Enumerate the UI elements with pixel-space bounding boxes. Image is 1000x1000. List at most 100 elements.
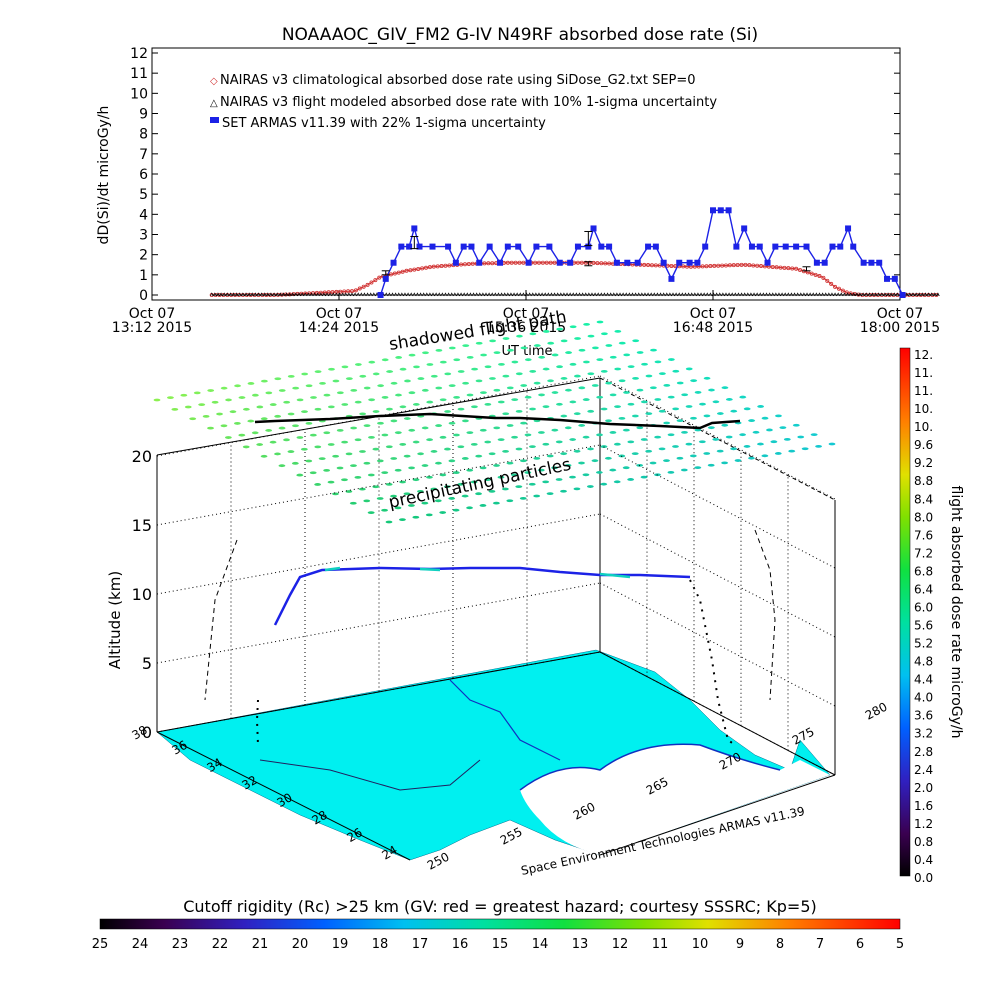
armas-marker <box>598 243 605 250</box>
precip-dot <box>488 489 496 493</box>
precip-dot <box>471 367 479 371</box>
precip-dot <box>533 381 541 385</box>
precip-dot <box>725 435 733 439</box>
clim-marker <box>770 264 775 269</box>
precip-dot <box>448 421 456 425</box>
precip-dot <box>225 398 232 402</box>
precip-dot <box>757 405 765 408</box>
armas-marker <box>850 243 857 250</box>
armas-marker <box>868 259 875 266</box>
armas-marker <box>668 275 675 282</box>
precip-dot <box>613 480 621 484</box>
flight-marker <box>487 292 491 297</box>
clim-marker <box>521 260 526 265</box>
precip-dot <box>242 407 250 411</box>
precip-dot <box>403 454 411 458</box>
flight-marker <box>449 292 454 297</box>
precip-dot <box>538 355 546 359</box>
precip-dot <box>189 417 197 421</box>
flight-marker <box>599 292 604 297</box>
armas-marker <box>717 207 724 214</box>
y-tick-label: 7 <box>139 147 148 163</box>
flight-marker <box>250 292 255 297</box>
precip-dot <box>591 384 599 387</box>
precip-dot <box>658 447 666 451</box>
flight-marker <box>624 292 629 297</box>
series-layer <box>209 207 940 298</box>
precip-dot <box>542 405 550 409</box>
precip-dot <box>336 466 344 470</box>
precip-dot <box>462 344 470 348</box>
precip-dot <box>556 402 563 406</box>
precip-dot <box>251 393 259 397</box>
precip-dot <box>547 379 554 383</box>
precip-dot <box>278 464 286 468</box>
precip-dot <box>390 419 398 423</box>
precip-dot <box>439 360 447 364</box>
flight-marker <box>453 292 457 297</box>
clim-marker <box>544 260 549 265</box>
right-colorbar: 12. 11. 11. 10. 10. 9.6 9.2 8.8 8.4 8.0 7.6 7.2 6.8 6… <box>899 347 964 885</box>
flight-marker <box>337 292 342 297</box>
right-colorbar-tick: 1.6 <box>914 799 933 813</box>
precip-dot <box>502 412 510 416</box>
armas-marker <box>756 243 763 250</box>
clim-marker <box>575 260 580 265</box>
precip-dot <box>309 433 317 437</box>
clim-marker <box>595 261 600 266</box>
precip-dot <box>403 492 411 496</box>
precip-dot <box>323 393 331 397</box>
precip-dot <box>493 464 500 467</box>
flight-marker <box>315 292 320 297</box>
precip-dot <box>479 504 487 507</box>
precip-dot <box>569 475 576 479</box>
flight-marker <box>711 292 716 297</box>
clim-marker <box>778 265 783 270</box>
precip-dot <box>435 348 443 352</box>
flight-marker <box>396 292 401 297</box>
z-gridline-right <box>599 513 836 638</box>
x-tick-label-time: 18:00 2015 <box>860 320 940 336</box>
precip-dot <box>775 414 782 418</box>
clim-marker <box>536 260 541 265</box>
precip-dot <box>251 431 259 435</box>
precip-dot <box>515 447 523 451</box>
flight-marker <box>543 292 547 297</box>
precip-dot <box>707 426 715 430</box>
precip-dot <box>623 391 630 394</box>
precip-dot <box>721 461 729 465</box>
clim-marker <box>723 263 728 268</box>
flight-marker <box>755 292 759 297</box>
precip-dot <box>376 497 384 500</box>
lat-tick-label: 36 <box>170 738 190 758</box>
precip-dot <box>216 412 223 416</box>
flight-marker <box>736 292 741 297</box>
flight-marker <box>742 292 747 297</box>
clim-marker <box>373 278 378 283</box>
precip-dot <box>484 440 492 444</box>
precip-dot <box>605 419 612 423</box>
precip-dot <box>220 424 228 428</box>
flight-marker <box>674 292 678 297</box>
bottom-colorbar-tick: 21 <box>252 937 269 952</box>
clim-marker <box>743 262 748 267</box>
armas-marker <box>876 259 883 266</box>
annotation-precipitating-particles: precipitating particles <box>387 455 573 513</box>
precip-dot <box>421 464 429 467</box>
precip-dot <box>681 393 689 397</box>
precip-dot <box>560 339 568 343</box>
flight-marker <box>746 292 750 297</box>
precip-dot <box>707 463 715 467</box>
precip-dot <box>341 403 349 406</box>
flight-marker <box>490 292 495 297</box>
precip-dot <box>291 461 299 465</box>
precip-dot <box>475 379 483 383</box>
flight-marker <box>780 292 784 297</box>
flight-marker <box>365 292 370 297</box>
precip-dot <box>461 457 469 460</box>
precip-dot <box>211 400 219 404</box>
flight-marker <box>752 292 756 297</box>
precip-dot <box>641 362 648 366</box>
precip-dot <box>797 435 805 439</box>
right-colorbar-tick: 5.6 <box>914 619 933 633</box>
